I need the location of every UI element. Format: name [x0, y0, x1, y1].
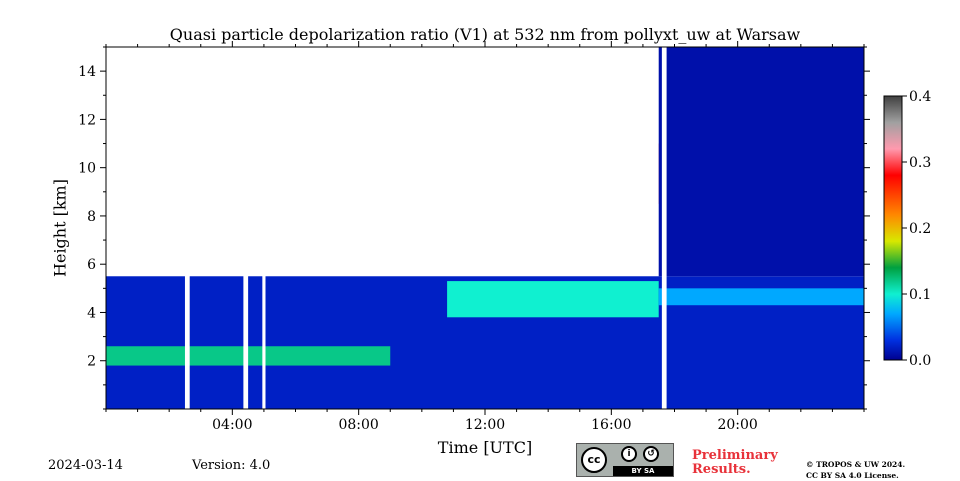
data-gap-2 — [262, 47, 266, 409]
x-tick-label: 04:00 — [212, 417, 252, 433]
cc-icon: cc — [581, 447, 607, 473]
preliminary-line1: Preliminary — [692, 448, 778, 463]
heatmap-field — [106, 47, 864, 409]
version-label: Version: 4.0 — [192, 458, 271, 473]
y-tick-label: 2 — [87, 354, 96, 370]
x-tick-label: 12:00 — [465, 417, 505, 433]
heatmap-feature-1 — [447, 281, 659, 318]
cc-license-badge[interactable]: cc i ↺ BY SA — [576, 443, 674, 477]
y-tick-label: 4 — [87, 305, 96, 321]
y-tick-label: 14 — [78, 64, 96, 80]
y-tick-label: 6 — [87, 257, 96, 273]
colorbar-tick-label: 0.0 — [909, 353, 931, 369]
chart-title: Quasi particle depolarization ratio (V1)… — [169, 25, 801, 44]
x-tick-label: 20:00 — [717, 417, 757, 433]
heatmap-feature-5 — [658, 47, 864, 277]
y-axis: 2 4 6 8 10 12 14 — [78, 46, 870, 410]
data-gap-0 — [184, 47, 190, 409]
colorbar-axis: 0.0 0.1 0.2 0.3 0.4 — [902, 89, 931, 369]
y-tick-label: 12 — [78, 112, 96, 128]
x-axis: 04:00 08:00 12:00 16:00 20:00 — [105, 41, 865, 433]
preliminary-notice: Preliminary Results. — [692, 449, 778, 477]
copyright-line2: CC BY SA 4.0 License. — [806, 471, 899, 480]
colorbar-tick-label: 0.4 — [909, 89, 931, 105]
copyright-line1: © TROPOS & UW 2024. — [806, 460, 906, 469]
by-icon: i — [621, 446, 637, 462]
cc-badge-text: BY SA — [613, 466, 673, 476]
x-tick-label: 16:00 — [591, 417, 631, 433]
sa-icon: ↺ — [643, 446, 659, 462]
x-tick-label: 08:00 — [338, 417, 378, 433]
preliminary-line2: Results. — [692, 462, 751, 477]
y-tick-label: 10 — [78, 161, 96, 177]
data-gap-3 — [661, 47, 667, 409]
colorbar-tick-label: 0.2 — [909, 221, 931, 237]
colorbar-tick-label: 0.1 — [909, 287, 931, 303]
data-gap-1 — [243, 47, 249, 409]
date-label: 2024-03-14 — [48, 458, 123, 473]
colorbar-tick-label: 0.3 — [909, 155, 931, 171]
y-tick-label: 8 — [87, 209, 96, 225]
chart-area: 04:00 08:00 12:00 16:00 20:00 2 4 6 8 10 12 14 0.0… — [78, 41, 931, 433]
heatmap-feature-2 — [658, 288, 864, 306]
colorbar — [884, 96, 902, 360]
copyright-notice: © TROPOS & UW 2024. CC BY SA 4.0 License… — [806, 459, 905, 481]
x-axis-label: Time [UTC] — [437, 438, 533, 457]
